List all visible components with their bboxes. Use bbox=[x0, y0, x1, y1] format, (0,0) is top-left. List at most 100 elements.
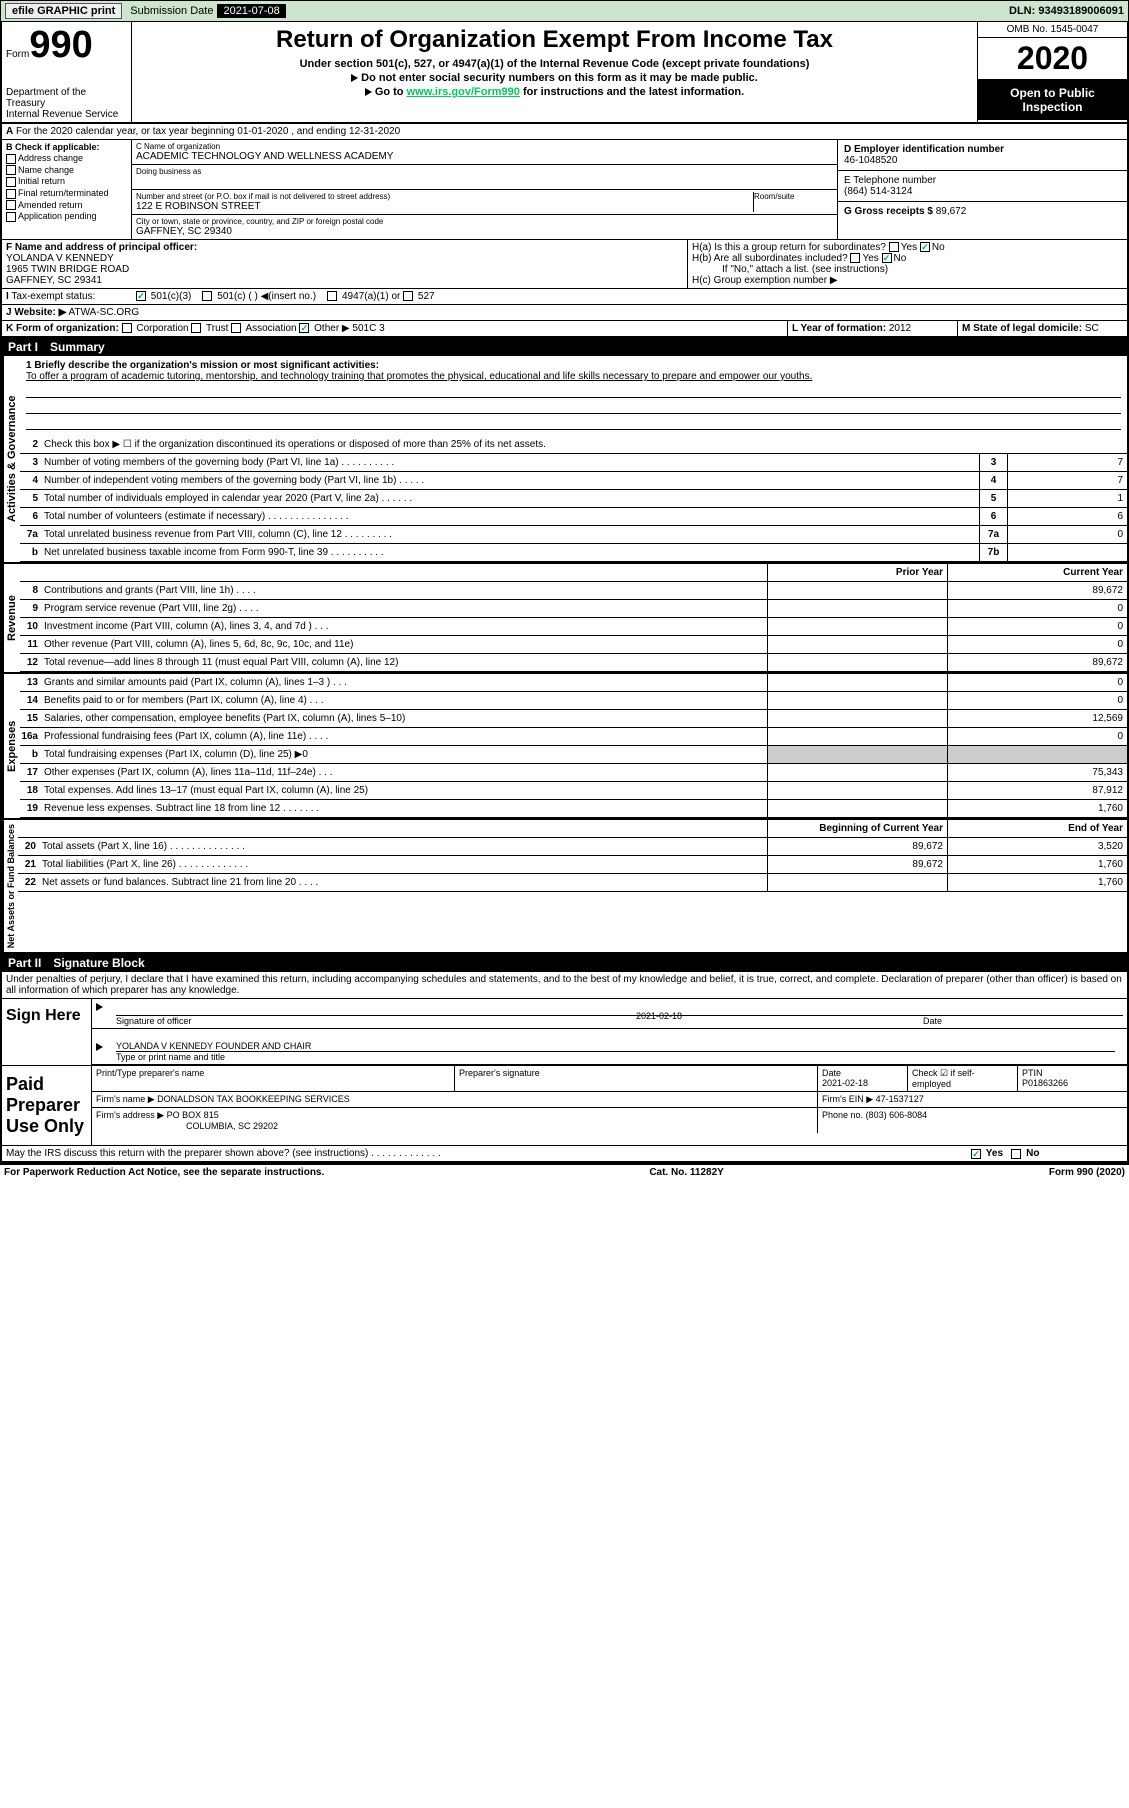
mission-text: To offer a program of academic tutoring,… bbox=[26, 371, 812, 382]
table-row: 3Number of voting members of the governi… bbox=[20, 454, 1127, 472]
revenue-section: Revenue Prior Year Current Year 8Contrib… bbox=[2, 564, 1127, 674]
preparer-name-label: Print/Type preparer's name bbox=[96, 1068, 204, 1078]
governance-rows: 1 Briefly describe the organization's mi… bbox=[20, 356, 1127, 562]
cb-501c3[interactable]: ✓ bbox=[136, 291, 146, 301]
cb-527[interactable] bbox=[403, 291, 413, 301]
triangle-icon bbox=[365, 88, 372, 96]
table-row: 18Total expenses. Add lines 13–17 (must … bbox=[20, 782, 1127, 800]
room-label: Room/suite bbox=[754, 192, 833, 201]
ein-label: D Employer identification number bbox=[844, 144, 1004, 155]
cb-final-return[interactable]: Final return/terminated bbox=[6, 188, 127, 199]
h-section: H(a) Is this a group return for subordin… bbox=[687, 240, 1127, 288]
triangle-icon bbox=[351, 74, 358, 82]
table-row: 11Other revenue (Part VIII, column (A), … bbox=[20, 636, 1127, 654]
table-row: 17Other expenses (Part IX, column (A), l… bbox=[20, 764, 1127, 782]
cb-name-change[interactable]: Name change bbox=[6, 165, 127, 176]
cb-amended[interactable]: Amended return bbox=[6, 200, 127, 211]
website-value: ATWA-SC.ORG bbox=[69, 307, 140, 318]
cb-assoc[interactable] bbox=[231, 323, 241, 333]
omb-number: OMB No. 1545-0047 bbox=[978, 22, 1127, 38]
form-main: Form990 Department of the Treasury Inter… bbox=[0, 22, 1129, 1165]
paid-right: Print/Type preparer's name Preparer's si… bbox=[92, 1066, 1127, 1145]
net-assets-section: Net Assets or Fund Balances Beginning of… bbox=[2, 820, 1127, 954]
gross-label: G Gross receipts $ bbox=[844, 206, 933, 217]
table-row: 16aProfessional fundraising fees (Part I… bbox=[20, 728, 1127, 746]
gross-row: G Gross receipts $ 89,672 bbox=[838, 202, 1127, 221]
discuss-no[interactable] bbox=[1011, 1149, 1021, 1159]
paid-preparer-row: Paid Preparer Use Only Print/Type prepar… bbox=[2, 1066, 1127, 1146]
footer: For Paperwork Reduction Act Notice, see … bbox=[0, 1165, 1129, 1180]
f-label: F Name and address of principal officer: bbox=[6, 242, 197, 253]
expenses-label: Expenses bbox=[2, 674, 20, 818]
sign-arrow-icon bbox=[96, 1043, 103, 1051]
form-word: Form bbox=[6, 49, 29, 60]
i-j-row: I Tax-exempt status: ✓ 501(c)(3) 501(c) … bbox=[2, 289, 1127, 305]
dba-label: Doing business as bbox=[136, 167, 833, 176]
table-row: 13Grants and similar amounts paid (Part … bbox=[20, 674, 1127, 692]
net-rows: Beginning of Current Year End of Year 20… bbox=[18, 820, 1127, 952]
form-subtitle: Under section 501(c), 527, or 4947(a)(1)… bbox=[138, 58, 971, 70]
header: Form990 Department of the Treasury Inter… bbox=[2, 22, 1127, 124]
submission-date: 2021-07-08 bbox=[217, 4, 285, 18]
expenses-section: Expenses 13Grants and similar amounts pa… bbox=[2, 674, 1127, 820]
city-row: City or town, state or province, country… bbox=[132, 215, 837, 239]
phone-label: E Telephone number bbox=[844, 175, 936, 186]
cb-trust[interactable] bbox=[191, 323, 201, 333]
ptin-value: P01863266 bbox=[1022, 1078, 1068, 1088]
prep-date: 2021-02-18 bbox=[822, 1078, 868, 1088]
discuss-yes[interactable]: ✓ bbox=[971, 1149, 981, 1159]
note1-text: Do not enter social security numbers on … bbox=[361, 72, 758, 84]
i-label: Tax-exempt status: bbox=[11, 291, 95, 302]
ha-no[interactable]: ✓ bbox=[920, 242, 930, 252]
firm-addr-label: Firm's address ▶ bbox=[96, 1110, 164, 1120]
website-label: Website: ▶ bbox=[14, 307, 66, 318]
part2-header: Part II Signature Block bbox=[2, 954, 1127, 972]
city-label: City or town, state or province, country… bbox=[136, 217, 833, 226]
k-label: K Form of organization: bbox=[6, 323, 119, 334]
phone-row: E Telephone number (864) 514-3124 bbox=[838, 171, 1127, 202]
note2-pre: Go to bbox=[375, 86, 407, 98]
table-row: 19Revenue less expenses. Subtract line 1… bbox=[20, 800, 1127, 818]
cb-initial-return[interactable]: Initial return bbox=[6, 176, 127, 187]
part1-label: Part I bbox=[8, 340, 38, 354]
efile-print-button[interactable]: efile GRAPHIC print bbox=[5, 3, 122, 19]
note-link: Go to www.irs.gov/Form990 for instructio… bbox=[138, 86, 971, 98]
cb-corp[interactable] bbox=[122, 323, 132, 333]
governance-section: Activities & Governance 1 Briefly descri… bbox=[2, 356, 1127, 564]
col-c-org-info: C Name of organization ACADEMIC TECHNOLO… bbox=[132, 140, 837, 239]
tax-exempt-opts: ✓ 501(c)(3) 501(c) ( ) ◀(insert no.) 494… bbox=[132, 289, 1127, 304]
sign-here-label: Sign Here bbox=[2, 999, 92, 1065]
firm-ein: 47-1537127 bbox=[876, 1094, 924, 1104]
penalties-text: Under penalties of perjury, I declare th… bbox=[2, 972, 1127, 999]
topbar: efile GRAPHIC print Submission Date 2021… bbox=[0, 0, 1129, 22]
dln-label: DLN: bbox=[1009, 5, 1035, 17]
phone-value: (864) 514-3124 bbox=[844, 186, 912, 197]
irs-link[interactable]: www.irs.gov/Form990 bbox=[407, 86, 520, 98]
table-row: 14Benefits paid to or for members (Part … bbox=[20, 692, 1127, 710]
cb-pending[interactable]: Application pending bbox=[6, 211, 127, 222]
sig-date: 2021-02-18 bbox=[612, 1011, 1129, 1021]
f-h-row: F Name and address of principal officer:… bbox=[2, 240, 1127, 289]
expenses-rows: 13Grants and similar amounts paid (Part … bbox=[20, 674, 1127, 818]
k-form-org: K Form of organization: Corporation Trus… bbox=[2, 321, 787, 336]
cb-501c[interactable] bbox=[202, 291, 212, 301]
mission-label: 1 Briefly describe the organization's mi… bbox=[26, 360, 379, 371]
paid-row3: Firm's address ▶ PO BOX 815COLUMBIA, SC … bbox=[92, 1108, 1127, 1133]
cb-address-change[interactable]: Address change bbox=[6, 153, 127, 164]
cb-other[interactable]: ✓ bbox=[299, 323, 309, 333]
firm-ein-label: Firm's EIN ▶ bbox=[822, 1094, 873, 1104]
ha-yes[interactable] bbox=[889, 242, 899, 252]
header-left: Form990 Department of the Treasury Inter… bbox=[2, 22, 132, 122]
part2-label: Part II bbox=[8, 956, 41, 970]
submission-label: Submission Date bbox=[130, 5, 213, 17]
cb-4947[interactable] bbox=[327, 291, 337, 301]
hb-no[interactable]: ✓ bbox=[882, 253, 892, 263]
h-c: H(c) Group exemption number ▶ bbox=[692, 275, 1123, 286]
table-row: 9Program service revenue (Part VIII, lin… bbox=[20, 600, 1127, 618]
table-row: 20Total assets (Part X, line 16) . . . .… bbox=[18, 838, 1127, 856]
footer-left: For Paperwork Reduction Act Notice, see … bbox=[4, 1167, 324, 1178]
preparer-sig-label: Preparer's signature bbox=[459, 1068, 540, 1078]
table-row: 15Salaries, other compensation, employee… bbox=[20, 710, 1127, 728]
hb-yes[interactable] bbox=[850, 253, 860, 263]
dept-treasury: Department of the Treasury Internal Reve… bbox=[6, 87, 127, 120]
